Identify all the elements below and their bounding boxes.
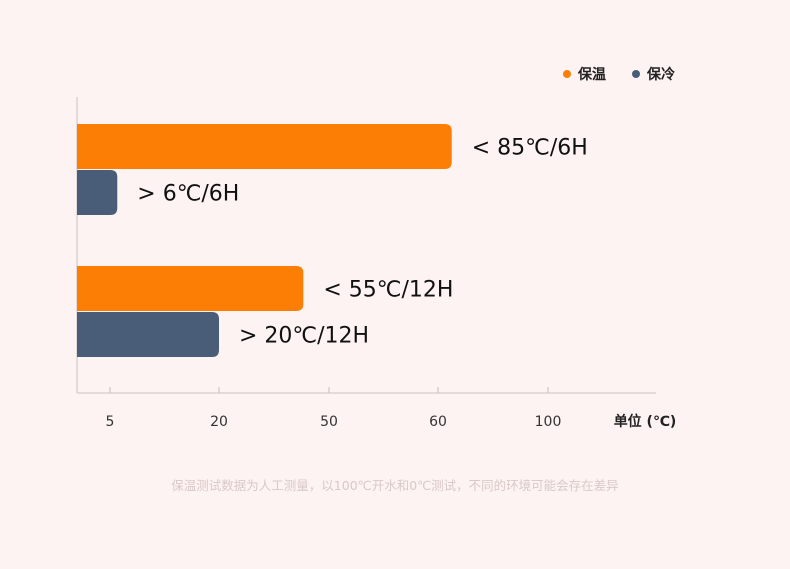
footnote: 保温测试数据为人工测量，以100℃开水和0℃测试，不同的环境可能会存在差异 bbox=[171, 478, 619, 493]
x-unit-label: 单位 (℃) bbox=[614, 413, 677, 430]
chart-bars: < 85℃/6H > 6℃/6H < 55℃/12H > 20℃/12H bbox=[77, 124, 588, 357]
bar-label: < 55℃/12H bbox=[323, 278, 453, 303]
x-tick-label: 100 bbox=[535, 414, 562, 430]
bar-label: < 85℃/6H bbox=[472, 136, 588, 161]
x-tick-label: 60 bbox=[429, 414, 447, 430]
legend-dot-warm bbox=[563, 70, 571, 78]
legend-dot-cold bbox=[632, 70, 640, 78]
x-tick-label: 50 bbox=[320, 414, 338, 430]
bar-cold bbox=[77, 170, 118, 215]
x-axis-ticks: 5 20 50 60 100 单位 (℃) bbox=[106, 387, 677, 430]
legend-item-warm: 保温 bbox=[563, 64, 606, 84]
x-tick-label: 20 bbox=[210, 414, 228, 430]
legend-item-cold: 保冷 bbox=[632, 64, 675, 84]
legend-label-warm: 保温 bbox=[578, 67, 606, 83]
bar-warm bbox=[77, 124, 452, 169]
bar-cold bbox=[77, 312, 219, 357]
bar-warm bbox=[77, 266, 304, 311]
bar-label: > 20℃/12H bbox=[239, 324, 369, 349]
x-tick-label: 5 bbox=[106, 414, 115, 430]
legend-label-cold: 保冷 bbox=[647, 67, 675, 83]
legend: 保温 保冷 bbox=[563, 64, 675, 84]
bar-label: > 6℃/6H bbox=[137, 182, 239, 207]
